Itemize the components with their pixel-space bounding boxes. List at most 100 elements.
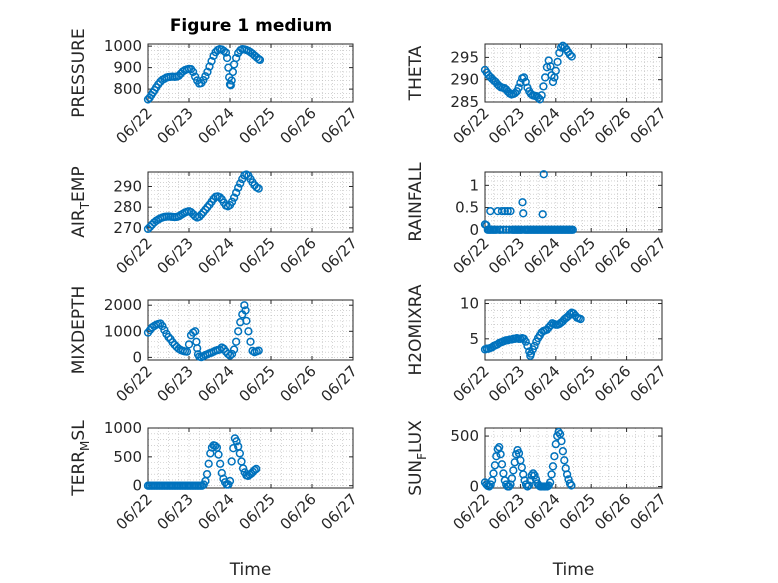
data-point [255,55,265,65]
y-tick-label: 1000 [104,322,142,340]
y-tick-label: 10 [460,295,479,313]
data-point [227,76,236,85]
x-tick-label: 06/26 [591,490,634,533]
x-tick-label: 06/26 [277,362,320,405]
x-tick-label: 06/24 [520,490,563,533]
y-axis-label-subscript: F [415,453,429,460]
y-tick-label: 1000 [104,37,142,55]
subplot-theta: 28529029506/2206/2306/2406/2506/2606/27T… [406,41,670,147]
data-point [503,206,512,216]
y-axis-label: PRESSURE [69,28,89,117]
data-point [557,436,566,446]
x-tick-label: 06/26 [277,104,320,147]
y-axis-label: RAINFALL [406,162,426,242]
x-axis-label: Time [229,560,272,580]
x-tick-label: 06/24 [195,104,238,147]
x-tick-label: 06/24 [520,234,563,277]
data-point [497,460,507,469]
y-tick-label: 2000 [104,296,142,314]
data-point [545,478,555,487]
data-point [214,450,223,459]
data-point [145,222,155,231]
data-point [250,465,259,475]
data-point [227,349,237,359]
y-axis-label-main: PRESSURE [69,28,89,117]
x-tick-label: 06/27 [318,362,361,405]
data-point [195,212,204,221]
x-tick-label: 06/22 [113,234,156,277]
data-point [526,476,535,485]
data-point [254,184,263,193]
data-point [567,52,576,61]
data-point [489,469,498,478]
data-point [560,456,569,465]
data-point [519,209,528,218]
data-point [229,345,239,354]
data-point [567,481,576,490]
data-point [548,462,558,471]
data-point [222,53,232,63]
data-point [232,53,241,63]
data-point [184,340,194,349]
y-tick-label: 295 [450,48,479,66]
data-point [191,327,200,336]
data-point [186,207,196,217]
axes-frame [147,171,354,233]
data-point [486,480,495,489]
y-axis-label: AIRTEMP [69,166,92,237]
data-point [236,179,245,188]
x-tick-label: 06/23 [485,362,528,405]
data-point [539,170,548,179]
data-point [229,193,239,202]
data-point [221,48,231,57]
data-point [562,470,572,479]
y-axis-label-subscript: T [78,201,92,210]
x-tick-label: 06/25 [236,104,279,147]
data-point [232,337,241,346]
data-point [235,449,244,458]
data-point [550,452,559,461]
x-tick-label: 06/26 [277,234,320,277]
data-point [496,450,505,459]
data-point [164,332,173,342]
x-tick-label: 06/23 [485,104,528,147]
x-tick-label: 06/23 [485,490,528,533]
data-point [211,441,220,451]
data-point [506,206,515,216]
y-tick-label: 0.5 [455,199,479,217]
x-tick-label: 06/25 [556,104,599,147]
x-tick-label: 06/22 [450,234,493,277]
data-point [225,351,235,360]
data-point [204,459,213,468]
y-axis-label: THETA [406,45,426,101]
data-point [500,206,509,216]
data-point [535,95,545,104]
y-axis-label-tail: SL [69,420,89,441]
x-tick-label: 06/23 [154,490,197,533]
data-point [555,48,564,58]
y-axis-label-tail: EMP [69,166,89,202]
x-tick-label: 06/24 [195,490,238,533]
y-axis-label-tail: LUX [406,420,426,453]
data-point [215,193,224,202]
y-tick-label: 290 [450,71,479,89]
axes-frame [147,427,354,489]
data-point [499,225,508,234]
y-tick-label: 5 [469,330,479,348]
x-tick-label: 06/24 [520,362,563,405]
y-axis-label-main: RAINFALL [406,162,426,242]
y-axis-label-subscript: M [78,441,92,451]
x-tick-label: 06/24 [195,234,238,277]
y-axis-label-main: H2OMIXRA [406,284,426,375]
subplot-grid: 800900100006/2206/2306/2406/2506/2606/27… [69,28,670,580]
x-tick-label: 06/25 [236,362,279,405]
x-tick-label: 06/27 [627,490,670,533]
x-tick-label: 06/23 [154,234,197,277]
data-point [234,327,243,336]
axes-frame [147,299,354,361]
axes-frame [147,43,354,103]
